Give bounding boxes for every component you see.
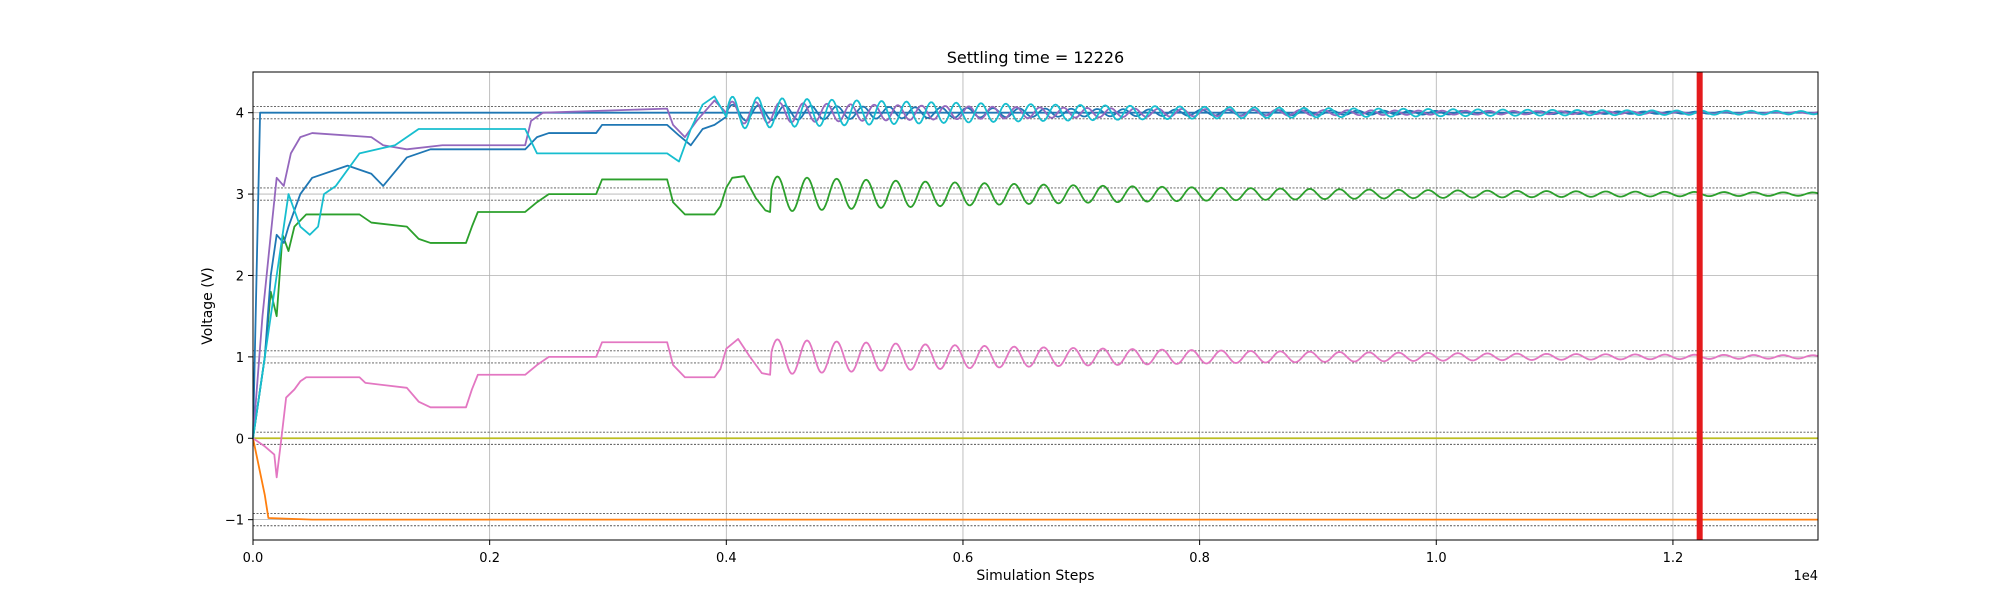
x-tick-label: 0.2 bbox=[479, 551, 500, 566]
x-tick-label: 0.6 bbox=[953, 551, 974, 566]
x-tick-label: 0.4 bbox=[716, 551, 737, 566]
y-axis-label: Voltage (V) bbox=[200, 267, 216, 344]
x-tick-label: 0.0 bbox=[243, 551, 264, 566]
chart-title: Settling time = 12226 bbox=[947, 48, 1124, 67]
series-line-5 bbox=[252, 338, 1819, 479]
x-tick-label: 1.0 bbox=[1426, 551, 1447, 566]
data-series bbox=[252, 95, 1819, 521]
x-axis-label: Simulation Steps bbox=[976, 568, 1094, 584]
x-tick-label: 1.2 bbox=[1663, 551, 1684, 566]
y-tick-label: −1 bbox=[225, 514, 244, 529]
y-tick-label: 4 bbox=[236, 107, 244, 122]
plot-frame bbox=[252, 71, 1819, 541]
y-tick-label: 0 bbox=[236, 432, 244, 447]
x-axis-multiplier: 1e4 bbox=[1793, 569, 1818, 584]
y-tick-label: 3 bbox=[236, 188, 244, 203]
tolerance-bands bbox=[253, 106, 1818, 527]
y-tick-label: 2 bbox=[236, 269, 244, 284]
series-line-4 bbox=[252, 175, 1819, 439]
series-line-2 bbox=[252, 438, 1818, 521]
axis-ticks: 0.0 0.2 0.4 0.6 0.8 1.0 1.2 −1 0 1 2 3 4 bbox=[225, 107, 1683, 566]
y-tick-label: 1 bbox=[236, 351, 244, 366]
x-tick-label: 0.8 bbox=[1189, 551, 1210, 566]
series-line-8 bbox=[252, 95, 1819, 439]
